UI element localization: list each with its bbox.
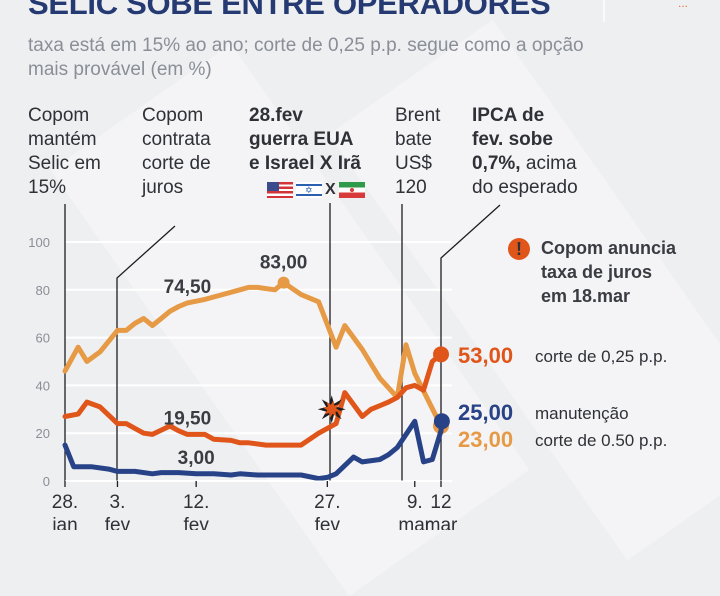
peak-dot xyxy=(278,277,290,289)
x-tick-label: 28. xyxy=(52,492,78,513)
y-tick-label: 20 xyxy=(36,426,50,441)
end-value-manutencao: 25,00 xyxy=(458,400,513,426)
series-line-manutencao xyxy=(65,421,442,478)
x-tick-label: 12. xyxy=(183,492,209,513)
x-tick-label-month: fev xyxy=(105,515,131,530)
data-label: 74,50 xyxy=(164,277,212,298)
data-label: 3,00 xyxy=(178,448,215,469)
y-tick-label: 100 xyxy=(28,235,50,250)
y-tick-label: 0 xyxy=(43,474,50,489)
data-label: 83,00 xyxy=(260,253,308,274)
end-value-corte-025: 53,00 xyxy=(458,343,513,369)
end-desc-manutencao: manutenção xyxy=(535,404,629,424)
event-marker xyxy=(318,395,346,423)
end-value-corte-050: 23,00 xyxy=(458,427,513,453)
x-tick-label-month: jan xyxy=(51,515,77,530)
end-desc-corte-025: corte de 0,25 p.p. xyxy=(535,347,667,367)
event-lines xyxy=(65,203,500,481)
series-group xyxy=(65,283,450,479)
x-tick-label: 12 xyxy=(430,492,451,513)
x-tick-label: 27. xyxy=(314,492,340,513)
event-line xyxy=(117,226,175,481)
x-tick-label-month: fev xyxy=(183,515,209,530)
y-tick-label: 80 xyxy=(36,283,50,298)
x-tick-label: 3. xyxy=(110,492,126,513)
series-line-corte_025 xyxy=(65,354,441,445)
x-tick-label-month: fev xyxy=(315,515,341,530)
y-tick-label: 60 xyxy=(36,331,50,346)
value-labels: 19,50 3,00 74,50 83,00 xyxy=(164,253,308,469)
y-axis: 0 20 40 60 80 100 xyxy=(28,235,50,489)
end-desc-corte-050: corte de 0.50 p.p. xyxy=(535,431,667,451)
x-tick-label: 9. xyxy=(407,492,423,513)
data-label: 19,50 xyxy=(164,408,212,429)
x-tick-label-month: mar xyxy=(425,515,458,530)
y-tick-label: 40 xyxy=(36,378,50,393)
